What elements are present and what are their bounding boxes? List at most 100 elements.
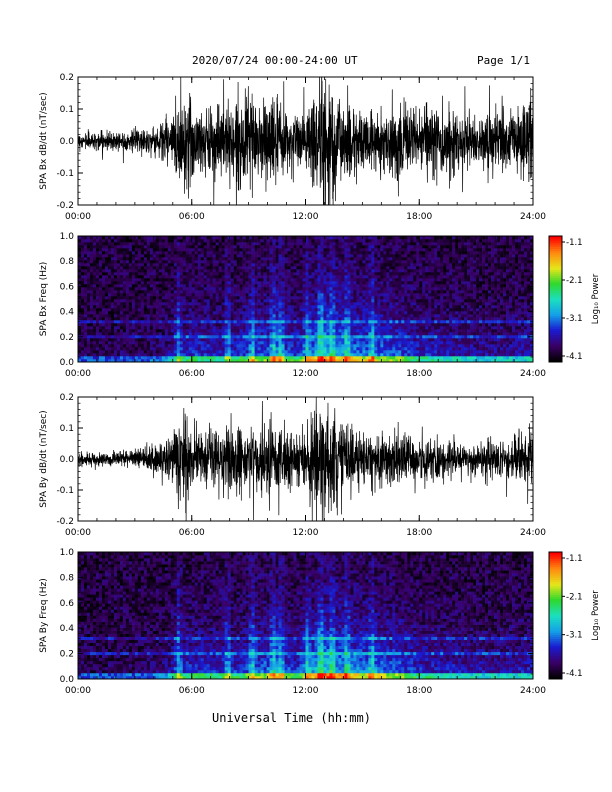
- bx-spectrogram-cell: [203, 320, 208, 324]
- bx-spectrogram-cell: [185, 305, 190, 309]
- bx-spectrogram-cell: [161, 266, 166, 270]
- bx-spectrogram-cell: [290, 350, 294, 354]
- bx-spectrogram-cell: [152, 263, 157, 267]
- bx-spectrogram-cell: [320, 347, 324, 351]
- bx-spectrogram-cell: [80, 347, 85, 351]
- bx-spectrogram-cell: [347, 251, 351, 255]
- bx-spectrogram-cell: [416, 305, 420, 309]
- bx-spectrogram-cell: [368, 305, 372, 309]
- bx-spectrogram-cell: [143, 287, 148, 291]
- bx-spectrogram-cell: [200, 305, 205, 309]
- bx-spectrogram-cell: [386, 305, 390, 309]
- bx-spectrogram-cell: [380, 314, 384, 318]
- bx-spectrogram-cell: [374, 254, 378, 258]
- bx-spectrogram-cell: [116, 311, 121, 315]
- bx-spectrogram-cell: [227, 326, 231, 330]
- bx-spectrogram-cell: [98, 260, 103, 264]
- bx-spectrogram-cell: [320, 266, 324, 270]
- bx-spectrogram-cell: [113, 323, 118, 327]
- bx-spectrogram-cell: [167, 263, 172, 267]
- bx-spectrogram-cell: [83, 341, 88, 345]
- bx-spectrogram-cell: [329, 287, 333, 291]
- bx-spectrogram-cell: [116, 239, 121, 243]
- bx-spectrogram-cell: [203, 245, 208, 249]
- bx-spectrogram-cell: [200, 266, 205, 270]
- bx-spectrogram-cell: [149, 278, 154, 282]
- bx-spectrogram-cell: [212, 317, 216, 321]
- bx-spectrogram-cell: [410, 260, 414, 264]
- bx-spectrogram-cell: [293, 245, 297, 249]
- bx-spectrogram-cell: [113, 275, 118, 279]
- bx-spectrogram-cell: [170, 335, 175, 339]
- bx-spectrogram-cell: [308, 299, 312, 303]
- bx-spectrogram-cell: [302, 242, 306, 246]
- bx-spectrogram-cell: [83, 302, 88, 306]
- bx-spectrogram-cell: [362, 314, 366, 318]
- bx-spectrogram-cell: [185, 236, 190, 240]
- bx-spectrogram-cell: [80, 314, 85, 318]
- bx-spectrogram-cell: [116, 323, 121, 327]
- bx-spectrogram-cell: [284, 284, 288, 288]
- bx-spectrogram-cell: [167, 236, 172, 240]
- bx-spectrogram-cell: [290, 344, 294, 348]
- bx-spectrogram-cell: [176, 251, 181, 255]
- bx-spectrogram-cell: [422, 350, 426, 354]
- bx-spectrogram-cell: [245, 305, 249, 309]
- bx-spectrogram-cell: [371, 269, 375, 273]
- bx-spectrogram-cell: [398, 257, 402, 261]
- bx-spectrogram-cell: [227, 293, 231, 297]
- bx-spectrogram-cell: [218, 284, 222, 288]
- bx-spectrogram-cell: [389, 347, 393, 351]
- bx-spectrogram-cell: [221, 275, 225, 279]
- bx-spectrogram-cell: [191, 323, 196, 327]
- bx-spectrogram-cell: [78, 314, 82, 318]
- bx-spectrogram-cell: [212, 242, 216, 246]
- bx-spectrogram-cell: [272, 266, 276, 270]
- bx-spectrogram-cell: [125, 314, 130, 318]
- bx-spectrogram-cell: [137, 320, 142, 324]
- bx-spectrogram-cell: [158, 341, 163, 345]
- bx-spectrogram-cell: [371, 326, 375, 330]
- bx-spectrogram-cell: [269, 284, 273, 288]
- bx-spectrogram-cell: [272, 272, 276, 276]
- bx-spectrogram-cell: [323, 347, 327, 351]
- bx-spectrogram-cell: [320, 353, 324, 357]
- bx-spectrogram-cell: [356, 302, 360, 306]
- bx-spectrogram-cell: [122, 239, 127, 243]
- bx-spectrogram-cell: [164, 299, 169, 303]
- bx-spectrogram-cell: [125, 296, 130, 300]
- bx-spectrogram-cell: [383, 341, 387, 345]
- bx-spectrogram-cell: [272, 287, 276, 291]
- bx-spectrogram-cell: [152, 305, 157, 309]
- bx-spectrogram-cell: [209, 242, 213, 246]
- bx-spectrogram-cell: [233, 341, 237, 345]
- bx-spectrogram-cell: [263, 242, 267, 246]
- bx-spectrogram-cell: [236, 284, 240, 288]
- bx-spectrogram-cell: [359, 254, 363, 258]
- bx-spectrogram-cell: [317, 329, 321, 333]
- bx-spectrogram-cell: [410, 239, 414, 243]
- bx-spectrogram-cell: [380, 269, 384, 273]
- bx-spectrogram-cell: [377, 239, 381, 243]
- bx-spectrogram-cell: [332, 320, 336, 324]
- bx-spectrogram-cell: [290, 338, 294, 342]
- bx-spectrogram-cell: [167, 359, 172, 363]
- bx-spectrogram-cell: [419, 311, 423, 315]
- bx-spectrogram-cell: [98, 296, 103, 300]
- bx-spectrogram-cell: [272, 242, 276, 246]
- bx-spectrogram-cell: [164, 242, 169, 246]
- bx-spectrogram-cell: [131, 326, 136, 330]
- bx-spectrogram-cell: [275, 287, 279, 291]
- bx-spectrogram-cell: [323, 284, 327, 288]
- bx-spectrogram-cell: [152, 248, 157, 252]
- bx-spectrogram-cell: [182, 236, 187, 240]
- bx-spectrogram-cell: [413, 305, 417, 309]
- bx-spectrogram-cell: [263, 341, 267, 345]
- bx-spectrogram-cell: [83, 236, 88, 240]
- bx-spectrogram-cell: [194, 356, 199, 360]
- bx-spectrogram-cell: [374, 326, 378, 330]
- bx-spectrogram-cell: [314, 278, 318, 282]
- bx-spectrogram-cell: [182, 251, 187, 255]
- bx-spectrogram-cell: [377, 272, 381, 276]
- bx-spectrogram-cell: [299, 359, 303, 363]
